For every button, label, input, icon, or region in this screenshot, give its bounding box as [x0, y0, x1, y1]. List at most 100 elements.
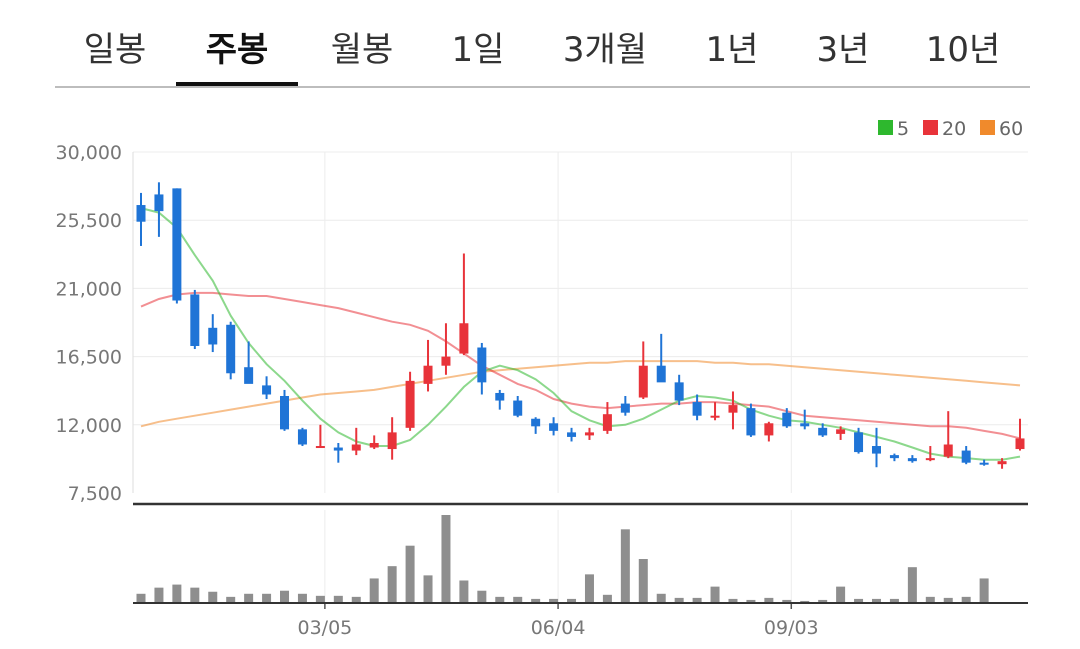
volume-bar: [961, 596, 971, 603]
legend-swatch: [878, 120, 893, 135]
candle-body: [280, 396, 290, 430]
volume-bar: [728, 598, 738, 603]
volume-bar: [441, 515, 451, 603]
candle-up: [423, 339, 433, 392]
volume-bar: [531, 598, 541, 603]
tab-3years[interactable]: 3년: [816, 30, 870, 70]
candle-body: [315, 446, 325, 449]
candle-up: [925, 446, 935, 462]
price-tick-label: 25,500: [56, 210, 122, 232]
date-tick-label: 09/03: [764, 617, 819, 639]
ma5-line: [140, 207, 1021, 461]
candle-down: [979, 459, 989, 466]
candle-up: [405, 371, 415, 431]
volume-bar: [818, 599, 828, 603]
legend-label: 20: [942, 118, 966, 140]
candle-body: [746, 408, 756, 436]
candle-body: [549, 423, 559, 431]
candle-down: [495, 389, 505, 410]
candle-down: [800, 409, 810, 430]
candle-body: [943, 444, 953, 457]
volume-bar: [782, 599, 792, 603]
candle-body: [369, 442, 379, 448]
candle-up: [441, 323, 451, 375]
volume-bar: [513, 596, 523, 603]
candle-down: [620, 396, 630, 416]
candle-up: [1015, 418, 1025, 451]
candle-body: [997, 461, 1007, 465]
candle-down: [531, 417, 541, 434]
candle-body: [836, 429, 846, 434]
candle-body: [351, 444, 361, 451]
date-tick-label: 03/05: [297, 617, 352, 639]
tab-1year[interactable]: 1년: [705, 30, 759, 70]
candle-body: [333, 447, 343, 451]
tab-1day[interactable]: 1일: [451, 30, 505, 70]
candle-body: [244, 367, 254, 384]
volume-bar: [351, 596, 361, 603]
candle-down: [154, 182, 164, 237]
volume-bar: [495, 596, 505, 603]
candle-down: [692, 394, 702, 421]
candle-body: [154, 194, 164, 212]
candle-body: [782, 412, 792, 427]
candle-down: [889, 453, 899, 462]
legend-swatch: [923, 120, 938, 135]
volume-bar: [620, 529, 630, 603]
candle-body: [979, 462, 989, 465]
candle-down: [871, 427, 881, 468]
candle-body: [459, 323, 469, 354]
candle-down: [818, 423, 828, 437]
candle-down: [477, 342, 487, 395]
candle-down: [513, 396, 523, 418]
candle-up: [638, 341, 648, 400]
tab-10years[interactable]: 10년: [925, 30, 1001, 70]
tab-3months[interactable]: 3개월: [562, 30, 648, 70]
price-tick-label: 16,500: [56, 347, 122, 369]
candle-body: [208, 327, 218, 345]
volume-bar: [638, 559, 648, 603]
volume-bar: [208, 591, 218, 603]
volume-bar: [280, 590, 290, 603]
candle-down: [297, 427, 307, 447]
candle-up: [369, 435, 379, 450]
candle-body: [710, 415, 720, 418]
tab-monthly[interactable]: 월봉: [330, 30, 394, 70]
candle-down: [190, 289, 200, 350]
candle-body: [567, 432, 577, 437]
candle-up: [943, 411, 953, 459]
ma20-line: [140, 291, 1021, 440]
candle-down: [656, 333, 666, 383]
candle-body: [674, 382, 684, 401]
volume-bar: [692, 597, 702, 603]
legend-swatch: [980, 120, 995, 135]
candle-up: [602, 402, 612, 434]
tab-daily[interactable]: 일봉: [83, 30, 147, 70]
candle-up: [459, 253, 469, 356]
legend-label: 5: [897, 118, 909, 140]
candle-body: [728, 405, 738, 413]
candle-body: [656, 365, 666, 383]
price-tick-label: 7,500: [68, 483, 122, 505]
volume-bar: [656, 593, 666, 603]
candle-down: [333, 442, 343, 463]
candle-body: [602, 414, 612, 431]
candle-down: [907, 455, 917, 463]
candle-body: [925, 458, 935, 461]
candle-body: [584, 432, 594, 436]
volume-bar: [567, 598, 577, 603]
tab-weekly[interactable]: 주봉: [205, 30, 269, 70]
candle-down: [226, 321, 236, 380]
candle-down: [567, 427, 577, 442]
candle-down: [674, 374, 684, 406]
candle-down: [208, 314, 218, 353]
volume-bar: [549, 598, 559, 603]
candle-body: [495, 392, 505, 401]
volume-bar: [871, 598, 881, 603]
volume-bar: [979, 578, 989, 603]
volume-bar: [405, 545, 415, 603]
candle-body: [441, 356, 451, 366]
candle-down: [782, 408, 792, 428]
volume-bar: [226, 596, 236, 603]
candle-down: [172, 188, 182, 304]
